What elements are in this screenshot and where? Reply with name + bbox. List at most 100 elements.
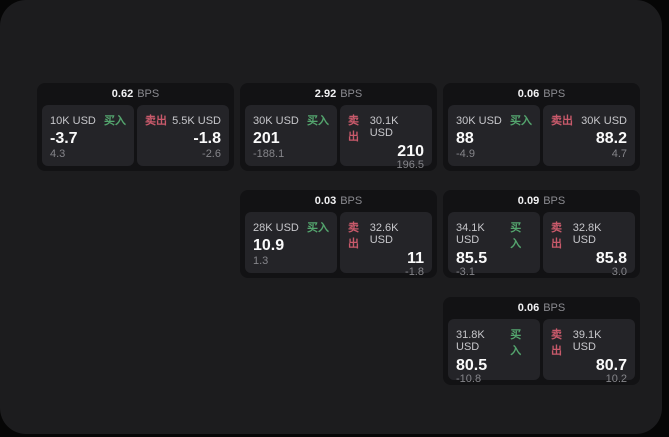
sell-price: -1.8	[193, 129, 221, 147]
buy-price: -3.7	[50, 129, 78, 147]
buy-delta: -4.9	[456, 148, 475, 160]
quote-card: 2.92 BPS 30K USD 买入 201 -188.1 卖出 30.1K …	[240, 83, 437, 171]
bps-unit-label: BPS	[543, 195, 566, 207]
bps-unit-label: BPS	[137, 88, 160, 100]
buy-price: 10.9	[253, 236, 285, 254]
buy-price: 88	[456, 129, 474, 147]
sell-price: 88.2	[595, 129, 627, 147]
buy-tile[interactable]: 30K USD 买入 88 -4.9	[448, 105, 540, 166]
sell-tile-top-row: 卖出 32.6K USD	[348, 219, 424, 251]
buy-tile-top-row: 10K USD 买入	[50, 112, 126, 128]
sell-tile[interactable]: 卖出 30.1K USD 210 196.5	[340, 105, 432, 171]
buy-delta: -3.1	[456, 266, 475, 278]
sell-delta: 4.7	[611, 148, 627, 160]
buy-tile[interactable]: 31.8K USD 买入 80.5 -10.8	[448, 319, 540, 385]
cards-grid: 0.62 BPS 10K USD 买入 -3.7 4.3 卖出 5.5K USD…	[37, 83, 640, 385]
sell-tag: 卖出	[348, 222, 359, 250]
quote-card: 0.06 BPS 31.8K USD 买入 80.5 -10.8 卖出 39.1…	[443, 297, 640, 385]
sell-tile-top-row: 卖出 30.1K USD	[348, 112, 424, 144]
sell-amount: 5.5K USD	[172, 115, 221, 127]
buy-tile-top-row: 30K USD 买入	[253, 112, 329, 128]
sell-tile[interactable]: 卖出 39.1K USD 80.7 10.2	[543, 319, 635, 385]
quote-card: 0.03 BPS 28K USD 买入 10.9 1.3 卖出 32.6K US…	[240, 190, 437, 278]
card-header: 0.03 BPS	[245, 190, 432, 212]
sell-price: 80.7	[595, 357, 627, 374]
sell-tag: 卖出	[551, 329, 562, 357]
card-header: 2.92 BPS	[245, 83, 432, 105]
buy-amount: 34.1K USD	[456, 222, 485, 246]
sell-amount: 30K USD	[581, 115, 627, 127]
card-body: 34.1K USD 买入 85.5 -3.1 卖出 32.8K USD 85.8…	[448, 212, 635, 278]
bps-unit-label: BPS	[543, 88, 566, 100]
buy-amount: 31.8K USD	[456, 329, 485, 353]
buy-tile-top-row: 31.8K USD 买入	[456, 326, 532, 358]
sell-tile[interactable]: 卖出 30K USD 88.2 4.7	[543, 105, 635, 166]
buy-tag: 买入	[104, 115, 126, 127]
buy-price: 201	[253, 129, 280, 147]
buy-delta: 4.3	[50, 148, 66, 160]
bps-unit-label: BPS	[543, 302, 566, 314]
buy-tile[interactable]: 30K USD 买入 201 -188.1	[245, 105, 337, 166]
sell-tile-top-row: 卖出 30K USD	[551, 112, 627, 128]
buy-tile[interactable]: 10K USD 买入 -3.7 4.3	[42, 105, 134, 166]
sell-amount: 39.1K USD	[572, 329, 602, 353]
sell-delta: 10.2	[605, 373, 627, 385]
sell-tag: 卖出	[145, 115, 167, 127]
sell-tile[interactable]: 卖出 32.8K USD 85.8 3.0	[543, 212, 635, 278]
buy-delta: -188.1	[253, 148, 285, 160]
sell-price: 11	[407, 250, 424, 267]
sell-delta: 196.5	[396, 159, 424, 171]
buy-tile-top-row: 34.1K USD 买入	[456, 219, 532, 251]
sell-tile[interactable]: 卖出 5.5K USD -1.8 -2.6	[137, 105, 229, 166]
sell-delta: -1.8	[405, 266, 424, 278]
sell-amount: 32.6K USD	[369, 222, 399, 246]
bps-value: 2.92	[314, 88, 337, 100]
buy-tile[interactable]: 28K USD 买入 10.9 1.3	[245, 212, 337, 273]
sell-delta: -2.6	[202, 148, 221, 160]
bps-value: 0.06	[517, 88, 540, 100]
card-header: 0.62 BPS	[42, 83, 229, 105]
bps-value: 0.03	[314, 195, 337, 207]
buy-tile-top-row: 30K USD 买入	[456, 112, 532, 128]
sell-tile[interactable]: 卖出 32.6K USD 11 -1.8	[340, 212, 432, 278]
buy-price: 85.5	[456, 250, 488, 267]
card-header: 0.06 BPS	[448, 297, 635, 319]
card-body: 10K USD 买入 -3.7 4.3 卖出 5.5K USD -1.8 -2.…	[42, 105, 229, 166]
buy-tile[interactable]: 34.1K USD 买入 85.5 -3.1	[448, 212, 540, 278]
sell-tile-top-row: 卖出 5.5K USD	[145, 112, 221, 128]
buy-tag: 买入	[307, 115, 329, 127]
bps-value: 0.06	[517, 302, 540, 314]
card-body: 30K USD 买入 88 -4.9 卖出 30K USD 88.2 4.7	[448, 105, 635, 166]
sell-tag: 卖出	[348, 115, 359, 143]
buy-amount: 28K USD	[253, 222, 299, 234]
buy-amount: 10K USD	[50, 115, 96, 127]
buy-tag: 买入	[510, 329, 522, 357]
buy-tag: 买入	[307, 222, 329, 234]
sell-price: 210	[397, 143, 424, 160]
sell-tag: 卖出	[551, 222, 562, 250]
buy-tag: 买入	[510, 115, 532, 127]
sell-amount: 32.8K USD	[572, 222, 602, 246]
sell-amount: 30.1K USD	[369, 115, 399, 139]
card-body: 30K USD 买入 201 -188.1 卖出 30.1K USD 210 1…	[245, 105, 432, 171]
buy-amount: 30K USD	[456, 115, 502, 127]
quote-card: 0.09 BPS 34.1K USD 买入 85.5 -3.1 卖出 32.8K…	[443, 190, 640, 278]
card-body: 28K USD 买入 10.9 1.3 卖出 32.6K USD 11 -1.8	[245, 212, 432, 278]
buy-price: 80.5	[456, 357, 488, 374]
quote-card: 0.62 BPS 10K USD 买入 -3.7 4.3 卖出 5.5K USD…	[37, 83, 234, 171]
buy-amount: 30K USD	[253, 115, 299, 127]
buy-delta: -10.8	[456, 373, 482, 385]
card-body: 31.8K USD 买入 80.5 -10.8 卖出 39.1K USD 80.…	[448, 319, 635, 385]
sell-delta: 3.0	[611, 266, 627, 278]
sell-price: 85.8	[595, 250, 627, 267]
buy-delta: 1.3	[253, 255, 269, 267]
sell-tile-top-row: 卖出 39.1K USD	[551, 326, 627, 358]
sell-tile-top-row: 卖出 32.8K USD	[551, 219, 627, 251]
quote-card: 0.06 BPS 30K USD 买入 88 -4.9 卖出 30K USD 8…	[443, 83, 640, 171]
buy-tile-top-row: 28K USD 买入	[253, 219, 329, 235]
bps-unit-label: BPS	[340, 195, 363, 207]
buy-tag: 买入	[510, 222, 522, 250]
bps-value: 0.09	[517, 195, 540, 207]
